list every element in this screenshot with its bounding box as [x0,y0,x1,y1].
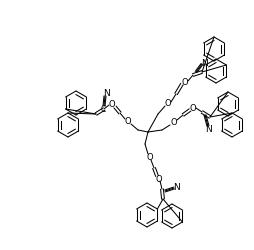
Text: C: C [100,105,106,114]
Text: N: N [103,89,109,98]
Text: O: O [125,117,131,126]
Text: O: O [165,99,171,108]
Text: O: O [182,78,188,87]
Text: N: N [174,183,180,192]
Text: O: O [171,118,177,127]
Text: N: N [206,125,212,134]
Text: N: N [201,58,207,67]
Text: O: O [156,175,162,184]
Text: O: O [190,104,196,113]
Text: O: O [147,153,153,162]
Text: O: O [109,100,115,109]
